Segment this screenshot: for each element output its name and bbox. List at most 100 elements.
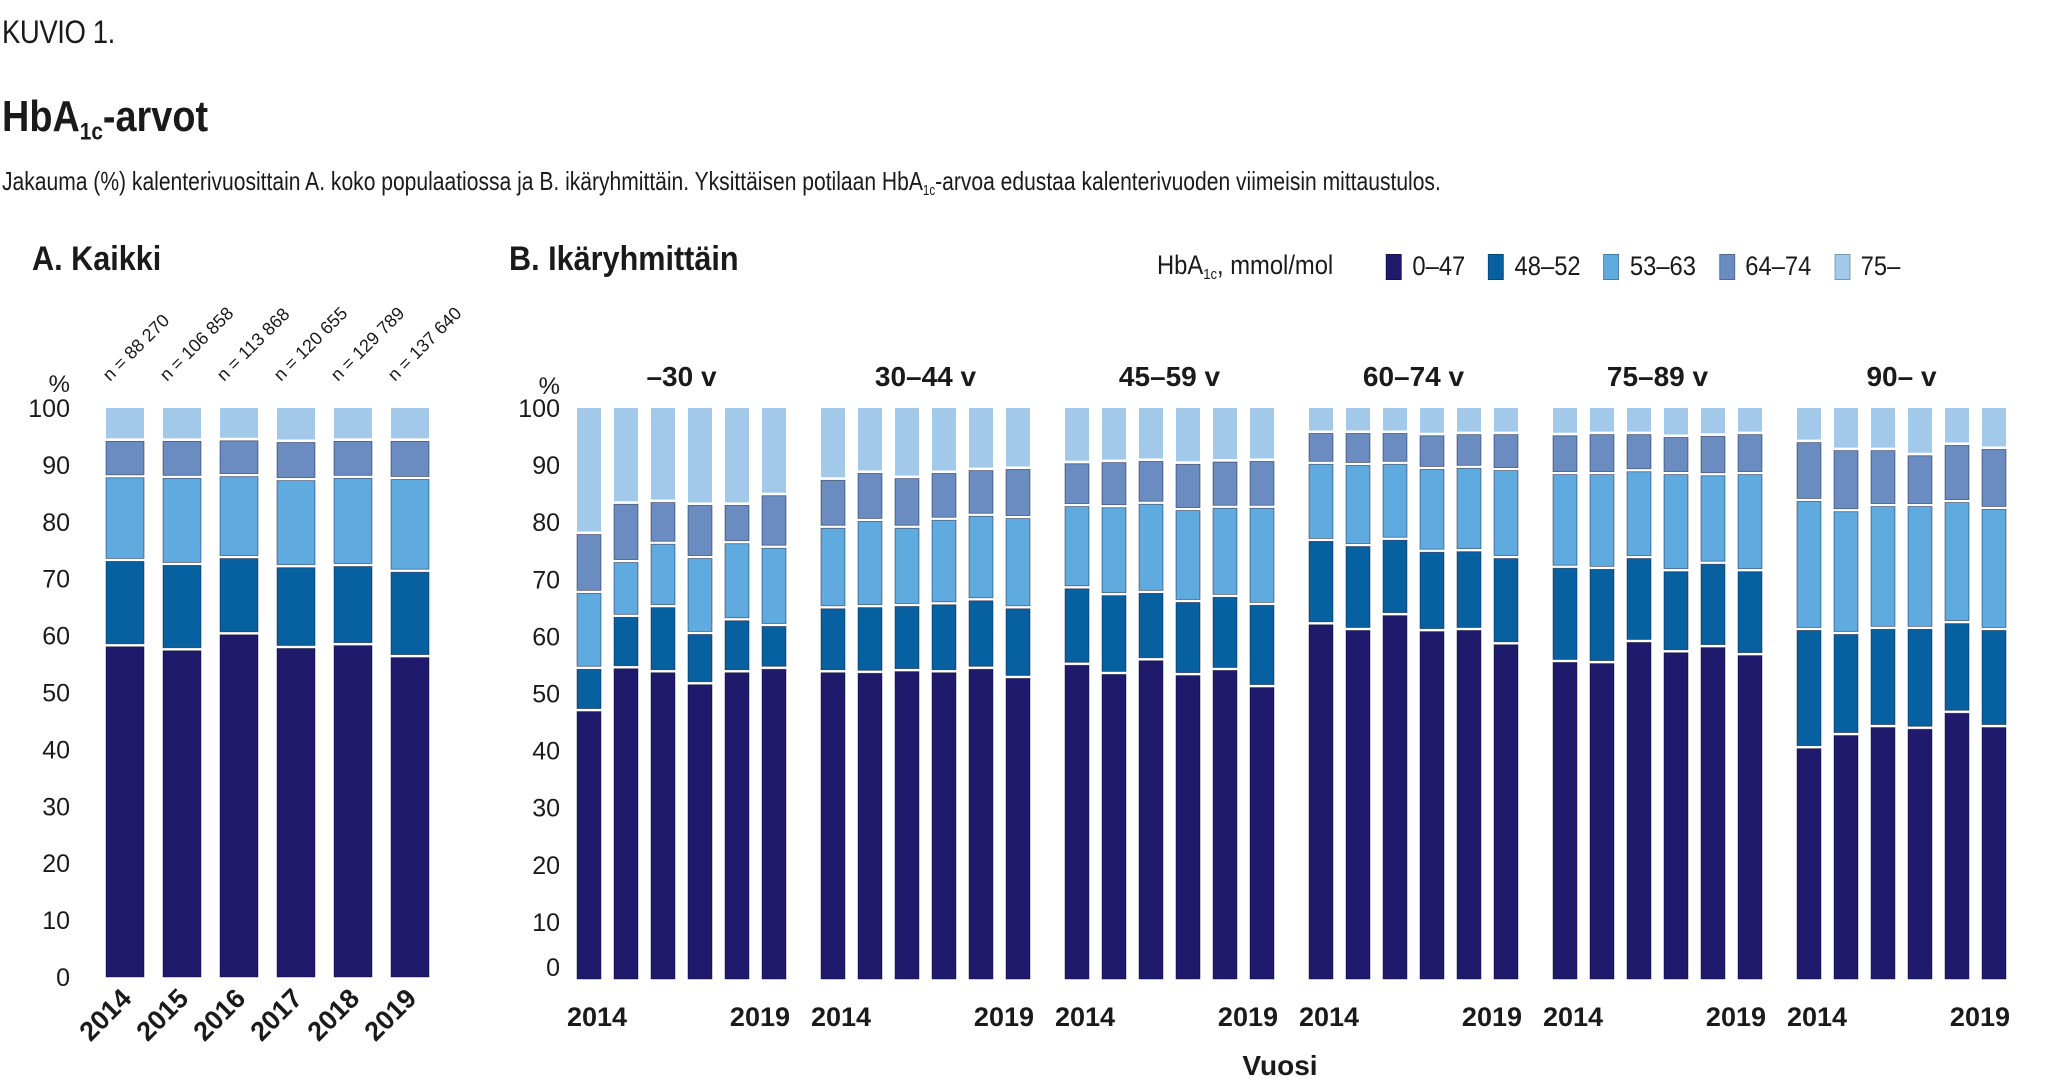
bar-segment-75-plus	[614, 408, 638, 502]
bar-segment-64-74	[1493, 434, 1519, 468]
bar-segment-75-plus	[391, 408, 429, 439]
bar-segment-75-plus	[1102, 408, 1126, 460]
panel-a-title: A. Kaikki	[32, 240, 162, 278]
bar-segment-48-52	[1493, 558, 1519, 643]
stacked-bar	[576, 408, 602, 980]
bar-segment-48-52	[1308, 541, 1334, 623]
bar-segment-48-52	[1382, 539, 1408, 614]
y-tick-label: 100	[28, 395, 70, 423]
bar-segment-0-47	[1212, 670, 1238, 980]
bar-segment-48-52	[105, 561, 145, 645]
y-tick-label: 100	[518, 395, 560, 423]
age-group-label: 90– v	[1866, 361, 1936, 392]
bar-segment-48-52	[1589, 568, 1615, 661]
x-tick-label: 2014	[1543, 1002, 1603, 1032]
stacked-bar	[857, 408, 883, 980]
bar-segment-0-47	[687, 684, 713, 980]
stacked-bar	[1249, 408, 1275, 980]
subtitle-subscript: 1c	[922, 183, 936, 199]
bar-segment-48-52	[968, 600, 994, 667]
bar-segment-64-74	[1737, 434, 1763, 472]
age-group-60-74v: 60–74 v 2014 2019	[1299, 361, 1522, 1032]
y-tick-label: 0	[546, 954, 560, 982]
bar-segment-64-74	[333, 440, 373, 476]
bar-segment-75-plus	[220, 408, 258, 438]
bar-segment-64-74	[1907, 455, 1933, 504]
bar-segment-53-63	[1064, 506, 1090, 587]
bar-segment-48-52	[1212, 596, 1238, 668]
legend-label: 53–63	[1629, 251, 1696, 282]
bar-segment-53-63	[105, 477, 145, 559]
bar-segment-48-52	[576, 668, 602, 709]
legend-label: 75–	[1860, 251, 1901, 282]
y-axis-unit-label: %	[49, 371, 70, 398]
bar-segment-64-74	[820, 479, 846, 526]
x-tick-label: 2019	[1706, 1002, 1766, 1032]
bar-segment-75-plus	[577, 408, 601, 532]
bar-segment-0-47	[1249, 687, 1275, 980]
y-tick-label: 80	[532, 509, 560, 537]
bar-segment-64-74	[1308, 433, 1334, 462]
age-group-label: 60–74 v	[1363, 361, 1465, 392]
stacked-bar	[1064, 408, 1090, 980]
y-tick-label: 90	[42, 452, 70, 480]
bar-segment-64-74	[390, 440, 430, 477]
bar-segment-48-52	[1907, 628, 1933, 727]
stacked-bar	[105, 408, 145, 978]
bar-segment-64-74	[1345, 433, 1371, 463]
bar-segment-53-63	[276, 480, 316, 566]
bar-segment-53-63	[1737, 474, 1763, 570]
bar-segment-48-52	[650, 607, 676, 671]
bar-segment-75-plus	[1945, 408, 1969, 443]
stacked-bar	[1907, 408, 1933, 980]
bar-segment-48-52	[613, 616, 639, 667]
bar-segment-0-47	[1907, 728, 1933, 980]
bar-segment-53-63	[1796, 501, 1822, 628]
y-tick-label: 10	[532, 909, 560, 937]
bar-segment-48-52	[1005, 608, 1031, 676]
x-tick-label: 2017	[245, 983, 309, 1047]
bar-segment-64-74	[1663, 437, 1689, 472]
bar-segment-75-plus	[651, 408, 675, 500]
bar-segment-0-47	[1833, 735, 1859, 980]
age-group-30-44v: 30–44 v 2014 2019	[811, 361, 1034, 1032]
legend-swatch-75-plus	[1834, 253, 1851, 280]
bar-segment-75-plus	[1982, 408, 2006, 447]
bar-segment-53-63	[613, 562, 639, 615]
y-tick-label: 50	[532, 681, 560, 709]
stacked-bar	[1493, 408, 1519, 980]
bar-segment-0-47	[1663, 652, 1689, 980]
y-tick-label: 0	[56, 964, 70, 992]
bar-segment-75-plus	[1494, 408, 1518, 432]
bar-segment-75-plus	[1871, 408, 1895, 448]
bar-segment-48-52	[761, 626, 787, 667]
bar-segment-75-plus	[1664, 408, 1688, 435]
stacked-bar	[820, 408, 846, 980]
bar-segment-48-52	[1345, 546, 1371, 628]
bar-segment-64-74	[1249, 461, 1275, 506]
age-group-label: 45–59 v	[1119, 361, 1221, 392]
bar-segment-0-47	[820, 672, 846, 980]
bar-segment-64-74	[1101, 462, 1127, 506]
bar-segment-48-52	[333, 566, 373, 644]
bar-segment-0-47	[1552, 662, 1578, 980]
stacked-bar	[1456, 408, 1482, 980]
bar-segment-48-52	[1737, 571, 1763, 654]
bar-segment-0-47	[1737, 655, 1763, 980]
bar-segment-53-63	[1249, 507, 1275, 603]
bar-segment-0-47	[1589, 663, 1615, 980]
title-main: HbA	[2, 92, 80, 141]
legend-label: 48–52	[1514, 251, 1581, 282]
x-axis-title: Vuosi	[1242, 1050, 1317, 1081]
x-tick-label: 2019	[1950, 1002, 2010, 1032]
bar-segment-0-47	[219, 634, 259, 978]
bar-segment-64-74	[1456, 434, 1482, 466]
y-tick-label: 30	[532, 795, 560, 823]
x-tick-label: 2019	[974, 1002, 1034, 1032]
bar-segment-75-plus	[277, 408, 315, 440]
bar-segment-53-63	[1493, 470, 1519, 556]
bar-segment-75-plus	[1627, 408, 1651, 432]
bar-segment-53-63	[931, 519, 957, 603]
bar-segment-64-74	[219, 440, 259, 475]
y-tick-label: 20	[42, 850, 70, 878]
